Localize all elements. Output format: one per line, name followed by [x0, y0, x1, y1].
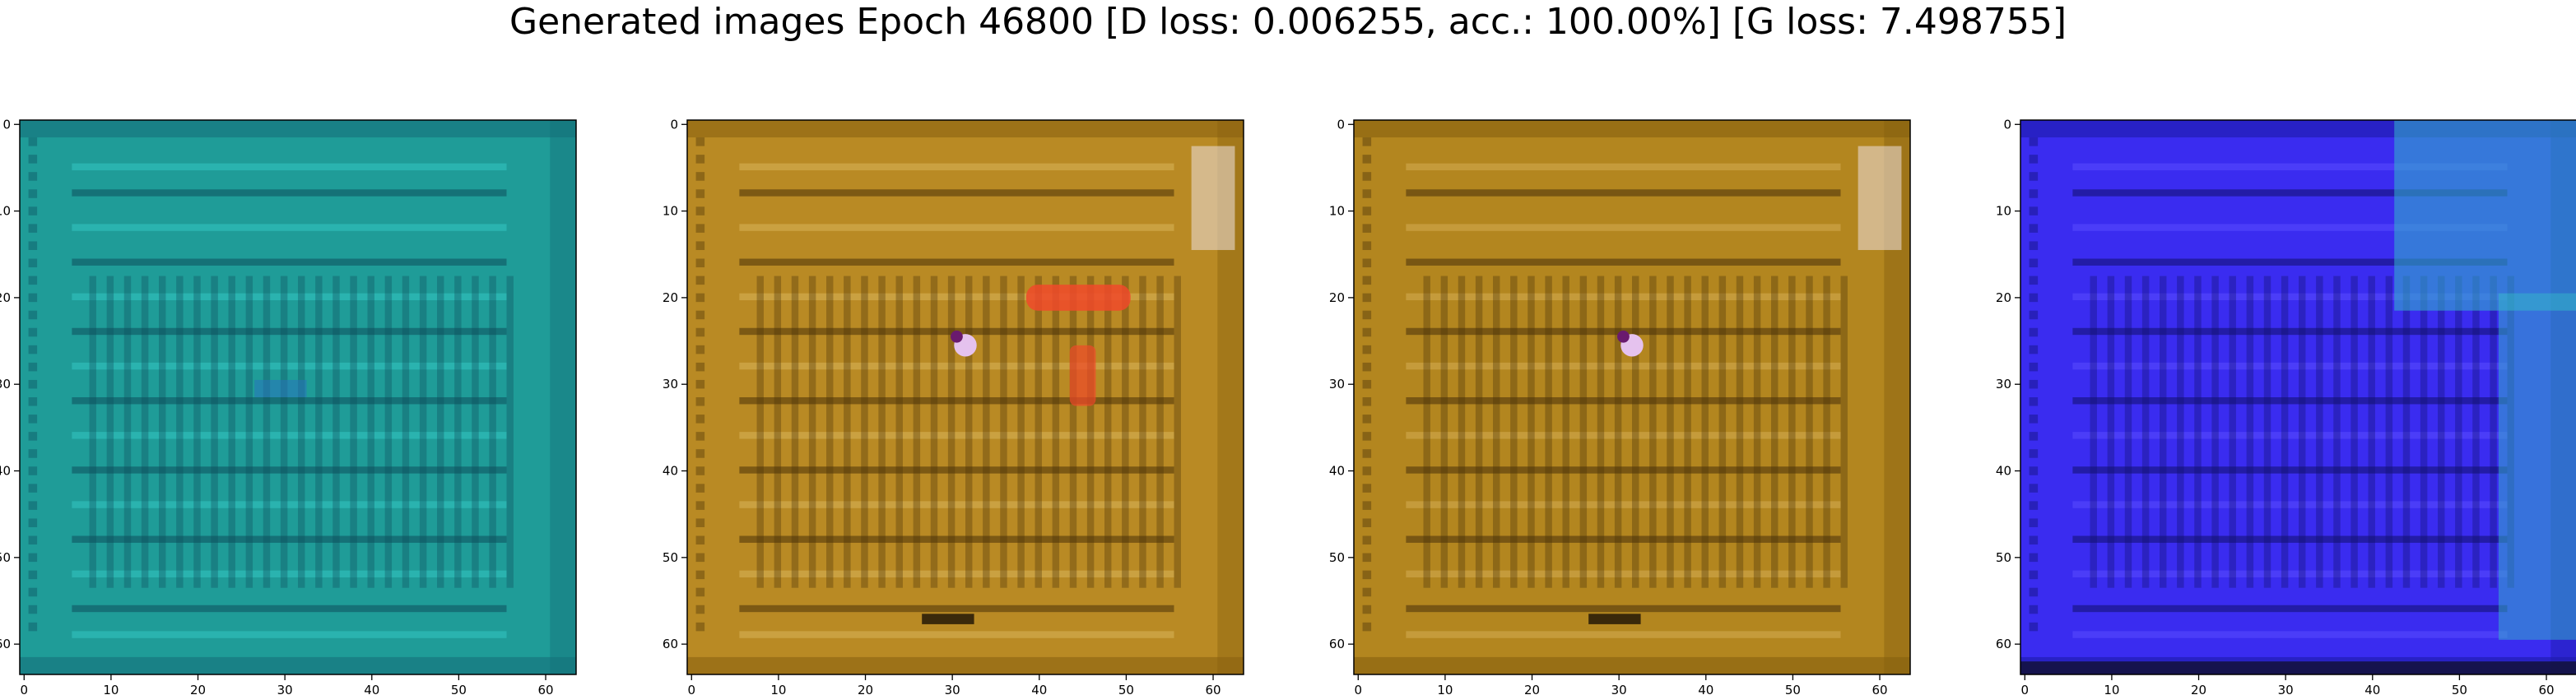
- y-tick-label: 0: [1337, 117, 1345, 132]
- x-tick-label: 20: [190, 683, 206, 695]
- x-tick-label: 30: [1611, 683, 1627, 695]
- image-axes-2: 0 0 10 10 20 20 30 30 40 40 50 50 60 60: [663, 117, 1244, 695]
- image-frame-2: [686, 119, 1244, 675]
- x-tick-label: 10: [103, 683, 119, 695]
- image-panel-1: 0 0 10 10 20 20 30 30 40 40 50 50 60 60: [0, 117, 577, 695]
- axis-ticks-4: 0 0 10 10 20 20 30 30 40 40 50 50 60 60: [1996, 117, 2555, 695]
- x-tick-label: 0: [1355, 683, 1363, 695]
- image-frame-4: [2020, 119, 2576, 675]
- y-tick-label: 0: [670, 117, 678, 132]
- x-tick-label: 50: [2452, 683, 2467, 695]
- x-tick-label: 10: [2104, 683, 2119, 695]
- y-tick-label: 30: [663, 377, 678, 392]
- y-tick-label: 50: [1329, 550, 1345, 565]
- x-tick-label: 60: [1872, 683, 1887, 695]
- y-tick-label: 10: [1996, 204, 2011, 219]
- y-tick-label: 10: [1329, 204, 1345, 219]
- image-frame-3: [1353, 119, 1911, 675]
- x-tick-label: 30: [2278, 683, 2294, 695]
- y-tick-label: 20: [663, 290, 678, 305]
- y-tick-label: 20: [1996, 290, 2011, 305]
- image-frame-1: [19, 119, 577, 675]
- image-panel-3: 0 0 10 10 20 20 30 30 40 40 50 50 60 60: [1329, 117, 1911, 695]
- x-tick-label: 50: [1118, 683, 1134, 695]
- x-tick-label: 40: [364, 683, 379, 695]
- axis-ticks-3: 0 0 10 10 20 20 30 30 40 40 50 50 60 60: [1329, 117, 1888, 695]
- x-tick-label: 10: [770, 683, 786, 695]
- y-tick-label: 50: [663, 550, 678, 565]
- y-tick-label: 30: [1996, 377, 2011, 392]
- y-tick-label: 30: [1329, 377, 1345, 392]
- image-axes-1: 0 0 10 10 20 20 30 30 40 40 50 50 60 60: [0, 117, 577, 695]
- x-tick-label: 60: [2538, 683, 2554, 695]
- x-tick-label: 40: [2364, 683, 2380, 695]
- x-tick-label: 20: [858, 683, 873, 695]
- y-tick-label: 40: [663, 464, 678, 479]
- x-tick-label: 60: [537, 683, 553, 695]
- generated-image-2-pattern: [687, 120, 1244, 674]
- x-tick-label: 20: [2191, 683, 2206, 695]
- y-tick-label: 40: [0, 464, 11, 479]
- y-tick-label: 0: [2, 117, 11, 132]
- y-tick-label: 0: [2003, 117, 2011, 132]
- axis-ticks-2: 0 0 10 10 20 20 30 30 40 40 50 50 60 60: [663, 117, 1221, 695]
- x-tick-label: 20: [1524, 683, 1540, 695]
- image-axes-4: 0 0 10 10 20 20 30 30 40 40 50 50 60 60: [1996, 117, 2576, 695]
- image-axes-3: 0 0 10 10 20 20 30 30 40 40 50 50 60 60: [1329, 117, 1911, 695]
- y-tick-label: 50: [0, 550, 11, 565]
- y-tick-label: 20: [0, 290, 11, 305]
- x-tick-label: 50: [1785, 683, 1801, 695]
- y-tick-label: 40: [1329, 464, 1345, 479]
- x-tick-label: 0: [2021, 683, 2030, 695]
- x-tick-label: 60: [1205, 683, 1221, 695]
- figure-title: Generated images Epoch 46800 [D loss: 0.…: [509, 1, 2067, 43]
- generated-image-1-pattern: [20, 120, 576, 674]
- x-tick-label: 0: [21, 683, 29, 695]
- x-tick-label: 30: [945, 683, 960, 695]
- y-tick-label: 20: [1329, 290, 1345, 305]
- y-tick-label: 60: [1996, 637, 2011, 651]
- generated-image-4-pattern: [2020, 120, 2576, 674]
- x-tick-label: 0: [688, 683, 696, 695]
- x-tick-label: 40: [1031, 683, 1047, 695]
- y-tick-label: 60: [0, 637, 11, 651]
- x-tick-label: 40: [1698, 683, 1713, 695]
- y-tick-label: 10: [663, 204, 678, 219]
- y-tick-label: 60: [663, 637, 678, 651]
- x-tick-label: 50: [451, 683, 467, 695]
- axis-ticks-1: 0 0 10 10 20 20 30 30 40 40 50 50 60 60: [0, 117, 554, 695]
- x-tick-label: 30: [277, 683, 293, 695]
- y-tick-label: 10: [0, 204, 11, 219]
- generated-image-3-pattern: [1354, 120, 1910, 674]
- image-panel-4: 0 0 10 10 20 20 30 30 40 40 50 50 60 60: [1996, 117, 2576, 695]
- x-tick-label: 10: [1437, 683, 1453, 695]
- y-tick-label: 60: [1329, 637, 1345, 651]
- y-tick-label: 30: [0, 377, 11, 392]
- image-panel-2: 0 0 10 10 20 20 30 30 40 40 50 50 60 60: [663, 117, 1244, 695]
- y-tick-label: 50: [1996, 550, 2011, 565]
- y-tick-label: 40: [1996, 464, 2011, 479]
